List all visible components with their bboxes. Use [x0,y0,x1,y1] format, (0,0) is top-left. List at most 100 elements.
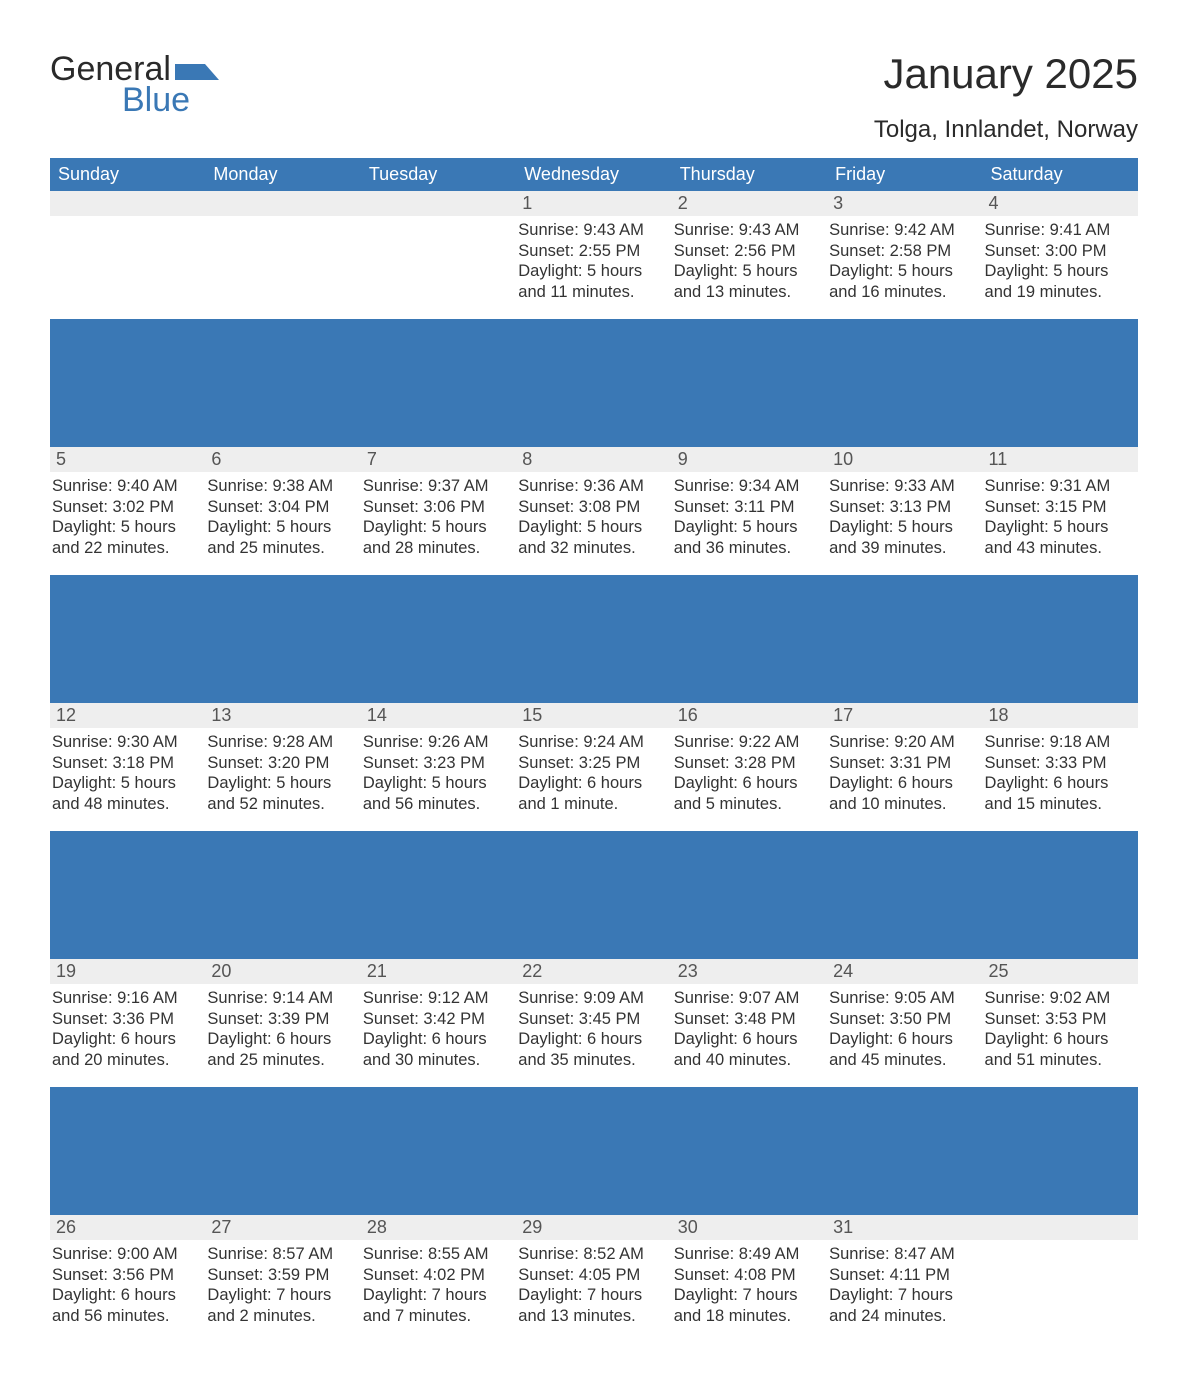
daylight-text: Daylight: 5 hours [207,517,358,538]
sunset-text: Sunset: 3:00 PM [985,241,1136,262]
calendar-cell: 2Sunrise: 9:43 AMSunset: 2:56 PMDaylight… [672,191,827,319]
daylight-text: and 28 minutes. [363,538,514,559]
daylight-text: Daylight: 5 hours [52,517,203,538]
calendar-cell: 24Sunrise: 9:05 AMSunset: 3:50 PMDayligh… [827,959,982,1087]
sunrise-text: Sunrise: 8:55 AM [363,1244,514,1265]
day-number: 29 [516,1215,671,1240]
day-body: Sunrise: 9:09 AMSunset: 3:45 PMDaylight:… [516,984,671,1075]
month-title: January 2025 [874,50,1138,98]
day-body: Sunrise: 9:12 AMSunset: 3:42 PMDaylight:… [361,984,516,1075]
day-body: Sunrise: 9:16 AMSunset: 3:36 PMDaylight:… [50,984,205,1075]
daylight-text: and 45 minutes. [829,1050,980,1071]
daylight-text: and 25 minutes. [207,1050,358,1071]
daylight-text: and 5 minutes. [674,794,825,815]
sunset-text: Sunset: 3:50 PM [829,1009,980,1030]
day-body [205,216,360,304]
sunset-text: Sunset: 3:33 PM [985,753,1136,774]
daylight-text: Daylight: 6 hours [207,1029,358,1050]
daylight-text: and 30 minutes. [363,1050,514,1071]
sunset-text: Sunset: 3:39 PM [207,1009,358,1030]
sunset-text: Sunset: 2:56 PM [674,241,825,262]
sunset-text: Sunset: 3:08 PM [518,497,669,518]
day-body: Sunrise: 9:34 AMSunset: 3:11 PMDaylight:… [672,472,827,563]
day-body: Sunrise: 9:42 AMSunset: 2:58 PMDaylight:… [827,216,982,307]
sunset-text: Sunset: 3:23 PM [363,753,514,774]
daylight-text: Daylight: 6 hours [985,1029,1136,1050]
daylight-text: Daylight: 5 hours [985,261,1136,282]
daylight-text: Daylight: 7 hours [518,1285,669,1306]
daylight-text: Daylight: 7 hours [674,1285,825,1306]
sunrise-text: Sunrise: 9:24 AM [518,732,669,753]
week-separator [50,575,1138,703]
calendar-cell: 1Sunrise: 9:43 AMSunset: 2:55 PMDaylight… [516,191,671,319]
calendar-cell: 16Sunrise: 9:22 AMSunset: 3:28 PMDayligh… [672,703,827,831]
day-number: 19 [50,959,205,984]
sunrise-text: Sunrise: 9:07 AM [674,988,825,1009]
sunset-text: Sunset: 4:02 PM [363,1265,514,1286]
day-number: 28 [361,1215,516,1240]
day-body: Sunrise: 9:33 AMSunset: 3:13 PMDaylight:… [827,472,982,563]
daylight-text: Daylight: 5 hours [52,773,203,794]
daylight-text: and 43 minutes. [985,538,1136,559]
sunset-text: Sunset: 2:58 PM [829,241,980,262]
sunrise-text: Sunrise: 9:22 AM [674,732,825,753]
day-body: Sunrise: 8:55 AMSunset: 4:02 PMDaylight:… [361,1240,516,1331]
daylight-text: Daylight: 5 hours [674,261,825,282]
day-body: Sunrise: 9:18 AMSunset: 3:33 PMDaylight:… [983,728,1138,819]
title-block: January 2025 Tolga, Innlandet, Norway [874,50,1138,144]
daylight-text: Daylight: 5 hours [518,517,669,538]
sunset-text: Sunset: 4:11 PM [829,1265,980,1286]
calendar-week: 12Sunrise: 9:30 AMSunset: 3:18 PMDayligh… [50,703,1138,831]
daylight-text: and 56 minutes. [52,1306,203,1327]
daylight-text: Daylight: 5 hours [985,517,1136,538]
day-number: 9 [672,447,827,472]
daylight-text: Daylight: 5 hours [829,517,980,538]
sunset-text: Sunset: 2:55 PM [518,241,669,262]
day-number: 27 [205,1215,360,1240]
day-body [361,216,516,304]
sunset-text: Sunset: 3:15 PM [985,497,1136,518]
sunrise-text: Sunrise: 9:36 AM [518,476,669,497]
sunset-text: Sunset: 3:45 PM [518,1009,669,1030]
day-body: Sunrise: 9:28 AMSunset: 3:20 PMDaylight:… [205,728,360,819]
day-body: Sunrise: 9:40 AMSunset: 3:02 PMDaylight:… [50,472,205,563]
calendar-week: 26Sunrise: 9:00 AMSunset: 3:56 PMDayligh… [50,1215,1138,1343]
sunset-text: Sunset: 3:04 PM [207,497,358,518]
calendar-cell: 25Sunrise: 9:02 AMSunset: 3:53 PMDayligh… [983,959,1138,1087]
daylight-text: and 15 minutes. [985,794,1136,815]
day-body: Sunrise: 9:14 AMSunset: 3:39 PMDaylight:… [205,984,360,1075]
daylight-text: Daylight: 5 hours [207,773,358,794]
day-body: Sunrise: 9:00 AMSunset: 3:56 PMDaylight:… [50,1240,205,1331]
sunrise-text: Sunrise: 9:38 AM [207,476,358,497]
daylight-text: Daylight: 7 hours [363,1285,514,1306]
day-body: Sunrise: 9:20 AMSunset: 3:31 PMDaylight:… [827,728,982,819]
sunrise-text: Sunrise: 9:28 AM [207,732,358,753]
header-row: General Blue January 2025 Tolga, Innland… [50,50,1138,144]
day-body: Sunrise: 9:22 AMSunset: 3:28 PMDaylight:… [672,728,827,819]
daylight-text: and 48 minutes. [52,794,203,815]
daylight-text: Daylight: 6 hours [674,1029,825,1050]
daylight-text: Daylight: 7 hours [829,1285,980,1306]
day-header-row: Sunday Monday Tuesday Wednesday Thursday… [50,158,1138,191]
daylight-text: and 40 minutes. [674,1050,825,1071]
daylight-text: and 36 minutes. [674,538,825,559]
calendar-cell: 3Sunrise: 9:42 AMSunset: 2:58 PMDaylight… [827,191,982,319]
calendar-cell: 30Sunrise: 8:49 AMSunset: 4:08 PMDayligh… [672,1215,827,1343]
logo-word-2: Blue [122,81,190,120]
sunrise-text: Sunrise: 9:30 AM [52,732,203,753]
daylight-text: and 19 minutes. [985,282,1136,303]
daylight-text: and 20 minutes. [52,1050,203,1071]
day-header: Sunday [50,158,205,191]
calendar-cell: 4Sunrise: 9:41 AMSunset: 3:00 PMDaylight… [983,191,1138,319]
daylight-text: and 16 minutes. [829,282,980,303]
daylight-text: Daylight: 6 hours [518,773,669,794]
day-number: 3 [827,191,982,216]
sunrise-text: Sunrise: 9:37 AM [363,476,514,497]
day-header: Friday [827,158,982,191]
day-body: Sunrise: 9:24 AMSunset: 3:25 PMDaylight:… [516,728,671,819]
day-number: 12 [50,703,205,728]
day-number: 22 [516,959,671,984]
day-number: 2 [672,191,827,216]
calendar-cell: 10Sunrise: 9:33 AMSunset: 3:13 PMDayligh… [827,447,982,575]
sunset-text: Sunset: 3:11 PM [674,497,825,518]
